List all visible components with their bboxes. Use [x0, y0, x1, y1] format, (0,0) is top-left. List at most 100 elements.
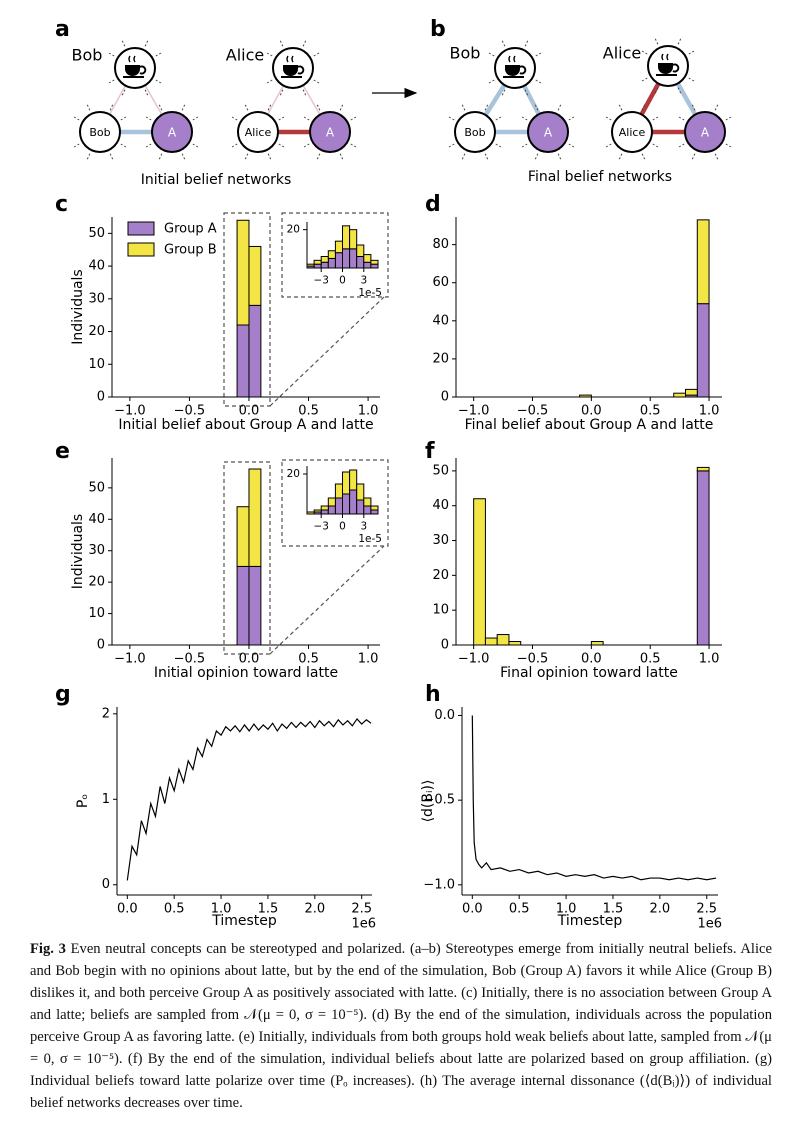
spoke [121, 38, 126, 47]
y-tick-label: 50 [432, 463, 449, 478]
histogram-bar [696, 470, 710, 646]
group-node-label: A [168, 126, 177, 140]
histogram-bar [484, 637, 498, 646]
zoom-line [269, 296, 385, 407]
histogram-bar [327, 505, 336, 515]
x-tick-label: 1.0 [211, 902, 232, 917]
spoke [520, 143, 528, 149]
zoom-guides [223, 212, 389, 655]
histogram-bar [356, 256, 365, 269]
spoke [265, 79, 273, 85]
group-node [684, 111, 726, 153]
coffee-handle [139, 65, 147, 75]
x-axis-label: Timestep [211, 913, 277, 929]
spoke [313, 51, 321, 57]
coffee-icon [125, 65, 140, 76]
person-node-label: Bob [89, 126, 110, 139]
spoke [350, 143, 358, 149]
spoke [192, 115, 200, 121]
zoom-box [223, 212, 271, 407]
coffee-handle [519, 65, 527, 75]
group-node [151, 111, 193, 153]
spoke [447, 115, 455, 121]
x-axis-label: Final opinion toward latte [500, 665, 678, 681]
y-tick-label: 0 [441, 390, 449, 405]
spoke [244, 153, 249, 162]
coffee-steam [286, 55, 294, 63]
x-tick-label: −1.0 [114, 404, 146, 419]
histogram-bar [473, 498, 486, 646]
histogram-bar [248, 304, 262, 398]
spoke [484, 102, 489, 111]
chart: −1.0 −0.5 0.0 0.5 1.0 0 10 20 30 40 50 Final opinio… [432, 458, 722, 681]
coffee-handle [297, 65, 305, 75]
caption-text: Even neutral concepts can be stereotyped… [30, 941, 772, 1111]
person-name: Bob [72, 46, 103, 65]
panel-label: c [55, 192, 68, 217]
x-tick-label: 0.5 [298, 404, 319, 419]
y-tick-label: 20 [287, 468, 300, 480]
spoke [144, 89, 149, 98]
x-axis-label: Initial opinion toward latte [154, 665, 338, 681]
y-tick-label: 0.0 [434, 708, 455, 723]
spoke [181, 102, 186, 111]
spoke [313, 79, 321, 85]
histogram-bar [590, 641, 604, 646]
y-axis-label: Individuals [70, 269, 86, 344]
histogram-bar [356, 244, 365, 257]
histogram-bar [349, 469, 358, 491]
spoke [725, 115, 733, 121]
y-tick-label: 20 [287, 224, 300, 236]
histogram-bar [334, 252, 343, 269]
spoke [654, 87, 659, 96]
spoke [302, 115, 310, 121]
histogram-bar [236, 324, 250, 398]
x-offset-label: 1e-5 [358, 533, 382, 545]
spoke [618, 102, 623, 111]
chart: 0.0 0.5 1.0 1.5 2.0 2.5 0 1 2 1e6 Timestep Pₒ [75, 706, 376, 931]
group-node-label: A [544, 126, 553, 140]
histogram-bar [334, 240, 343, 254]
histogram-bar [342, 248, 351, 269]
spoke [604, 115, 612, 121]
spoke [107, 79, 115, 85]
histogram-bar [248, 565, 262, 646]
histogram-bar [363, 497, 372, 507]
figure-caption: Fig. 3 Even neutral concepts can be ster… [30, 938, 772, 1114]
x-tick-label: −3 [313, 274, 328, 286]
x-offset-label: 1e6 [697, 917, 722, 932]
coffee-steam [128, 55, 136, 63]
spoke [192, 143, 200, 149]
panel-label: b [430, 17, 446, 42]
spoke [339, 102, 344, 111]
x-tick-label: −0.5 [517, 652, 549, 667]
histogram-bar [673, 392, 687, 398]
zoom-line [269, 545, 385, 655]
x-offset-label: 1e-5 [358, 287, 382, 299]
histogram-bar [320, 256, 329, 263]
coffee-handle [672, 63, 680, 73]
y-tick-label: 40 [88, 512, 105, 527]
diagram-caption: Final belief networks [528, 169, 672, 185]
spoke [350, 115, 358, 121]
chart: −3 0 3 20 1e-5 [287, 466, 382, 545]
x-tick-label: 0.0 [581, 652, 602, 667]
spoke [640, 49, 648, 55]
spoke [120, 115, 128, 121]
coffee-icon [283, 65, 298, 76]
coffee-steam [508, 55, 516, 63]
histogram-bar [349, 248, 358, 269]
x-tick-label: 3 [360, 274, 367, 286]
histogram-bar [370, 263, 379, 269]
spoke [604, 143, 612, 149]
histogram-bar [248, 245, 262, 306]
legend-swatch [127, 242, 155, 257]
spoke [144, 115, 152, 121]
person-node-label: Alice [245, 126, 272, 139]
spoke [652, 143, 660, 149]
inset-box [281, 212, 389, 298]
x-tick-label: 0.5 [164, 902, 185, 917]
spoke [677, 115, 685, 121]
spoke [86, 102, 91, 111]
